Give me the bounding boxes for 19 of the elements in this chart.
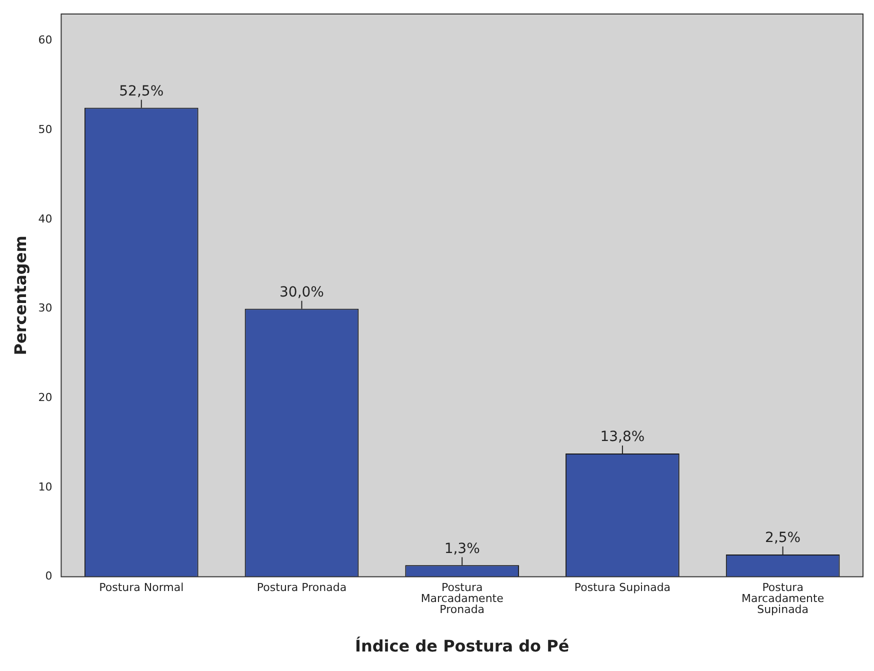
x-tick-label: Postura Normal xyxy=(99,581,184,594)
y-axis-title: Percentagem xyxy=(10,236,30,356)
data-label: 30,0% xyxy=(279,284,324,300)
data-label: 1,3% xyxy=(444,540,480,557)
x-tick-label: Postura Marcadamente Supinada xyxy=(742,581,824,616)
y-tick-label: 60 xyxy=(38,34,52,47)
data-label: 13,8% xyxy=(600,429,645,446)
data-label: 2,5% xyxy=(765,530,801,546)
x-tick-label: Postura Pronada xyxy=(256,581,347,594)
y-tick-label: 50 xyxy=(38,122,52,136)
y-tick-label: 0 xyxy=(45,570,52,583)
y-tick-label: 30 xyxy=(38,302,52,315)
x-axis-title: Índice de Postura do Pé xyxy=(354,636,570,656)
x-tick-label: Postura Marcadamente Pronada xyxy=(420,581,504,616)
y-tick-label: 40 xyxy=(38,212,52,226)
x-tick-label: Postura Supinada xyxy=(574,581,671,594)
data-label: 52,5% xyxy=(119,83,164,100)
y-tick-label: 10 xyxy=(38,480,52,494)
y-tick-label: 20 xyxy=(38,390,52,404)
